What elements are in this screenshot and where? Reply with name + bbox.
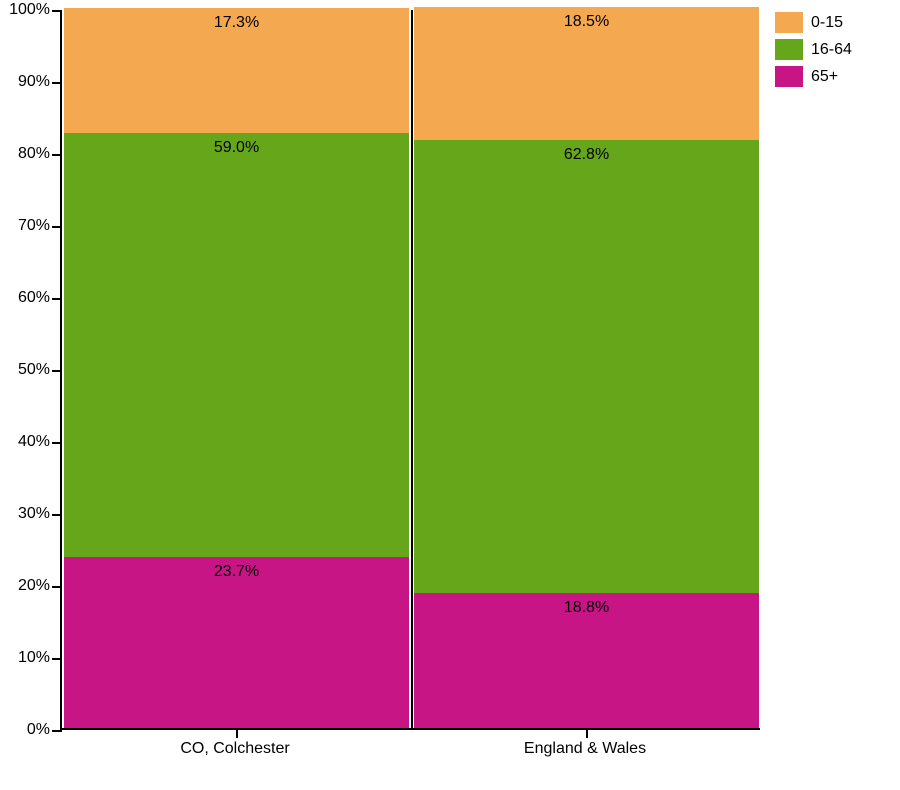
y-axis-label: 0% <box>0 721 50 739</box>
x-tick <box>586 728 588 738</box>
segment-label: 18.5% <box>414 13 759 31</box>
y-axis-label: 30% <box>0 505 50 523</box>
segment-ew-65plus: 18.8% <box>414 593 759 728</box>
y-tick <box>52 658 62 660</box>
x-tick <box>236 728 238 738</box>
y-tick <box>52 82 62 84</box>
y-axis-label: 100% <box>0 1 50 19</box>
segment-ew-0-15: 18.5% <box>414 7 759 140</box>
x-axis-label: CO, Colchester <box>180 740 289 758</box>
y-tick <box>52 370 62 372</box>
legend-item-16-64: 16-64 <box>775 39 852 60</box>
segment-label: 18.8% <box>414 599 759 617</box>
bar-group-ew: 18.8% 62.8% 18.5% <box>414 8 759 728</box>
y-axis-label: 10% <box>0 649 50 667</box>
chart-container: 23.7% 59.0% 17.3% 18.8% 62.8% 18.5% 0% <box>60 10 760 730</box>
bar-divider <box>411 10 413 728</box>
segment-co-16-64: 59.0% <box>64 133 409 558</box>
legend: 0-15 16-64 65+ <box>775 12 852 93</box>
plot-area: 23.7% 59.0% 17.3% 18.8% 62.8% 18.5% <box>60 10 760 730</box>
y-axis-label: 70% <box>0 217 50 235</box>
legend-swatch <box>775 66 803 87</box>
bar-group-co: 23.7% 59.0% 17.3% <box>64 8 409 728</box>
legend-swatch <box>775 12 803 33</box>
y-axis-label: 90% <box>0 73 50 91</box>
y-tick <box>52 514 62 516</box>
y-axis-label: 20% <box>0 577 50 595</box>
legend-item-65plus: 65+ <box>775 66 852 87</box>
segment-label: 62.8% <box>414 146 759 164</box>
legend-swatch <box>775 39 803 60</box>
legend-label: 65+ <box>811 68 838 86</box>
y-axis-label: 80% <box>0 145 50 163</box>
y-tick <box>52 154 62 156</box>
segment-co-0-15: 17.3% <box>64 8 409 133</box>
legend-label: 16-64 <box>811 41 852 59</box>
segment-label: 17.3% <box>64 14 409 32</box>
y-axis-label: 50% <box>0 361 50 379</box>
segment-co-65plus: 23.7% <box>64 557 409 728</box>
legend-item-0-15: 0-15 <box>775 12 852 33</box>
y-tick <box>52 10 62 12</box>
y-tick <box>52 298 62 300</box>
y-axis-label: 40% <box>0 433 50 451</box>
y-axis-label: 60% <box>0 289 50 307</box>
segment-ew-16-64: 62.8% <box>414 140 759 592</box>
segment-label: 59.0% <box>64 139 409 157</box>
segment-label: 23.7% <box>64 563 409 581</box>
y-tick <box>52 586 62 588</box>
x-axis-label: England & Wales <box>524 740 646 758</box>
legend-label: 0-15 <box>811 14 843 32</box>
y-tick <box>52 442 62 444</box>
y-tick <box>52 730 62 732</box>
y-tick <box>52 226 62 228</box>
